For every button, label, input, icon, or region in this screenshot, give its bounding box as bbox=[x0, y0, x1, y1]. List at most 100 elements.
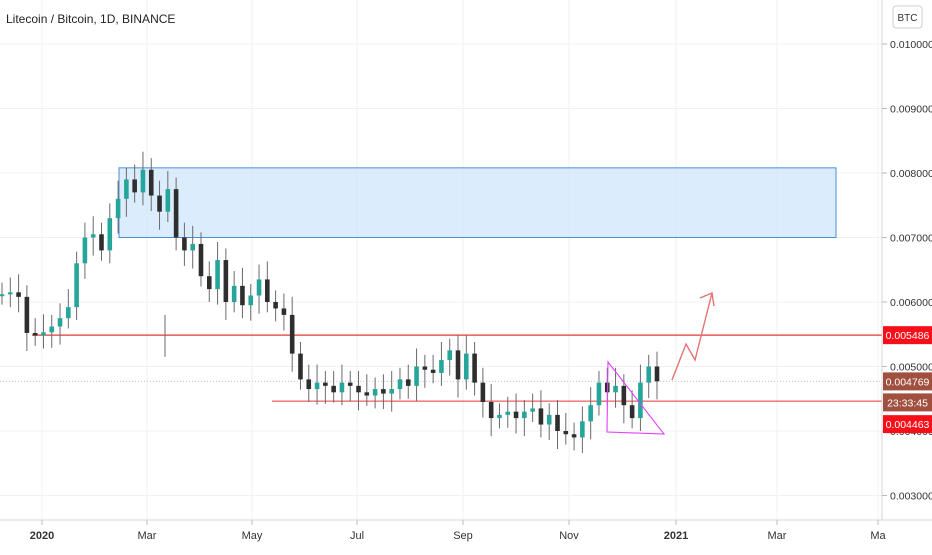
price-tag-last-bg bbox=[883, 372, 932, 391]
candle-body bbox=[265, 279, 270, 302]
candle-body bbox=[240, 285, 245, 306]
y-tick-label: 0.003000 bbox=[890, 491, 932, 503]
candle-body bbox=[182, 237, 187, 251]
time-axis[interactable]: 2020 Mar May Jul Sep Nov 2021 Mar Ma bbox=[30, 520, 887, 542]
candle-body bbox=[107, 218, 113, 251]
candle-body bbox=[32, 332, 38, 336]
price-tag-support: 0.004463 bbox=[886, 419, 930, 431]
candle-body bbox=[339, 382, 345, 393]
candle-body bbox=[57, 318, 63, 327]
candle-body bbox=[190, 243, 195, 251]
candle-body bbox=[198, 243, 204, 277]
candle-body bbox=[7, 292, 13, 295]
drawings-layer bbox=[606, 292, 715, 435]
candle-body bbox=[82, 237, 88, 264]
candle-body bbox=[231, 285, 237, 302]
candle-body bbox=[314, 382, 320, 390]
candle-body bbox=[306, 379, 312, 390]
candle-body bbox=[513, 411, 519, 419]
candle-body bbox=[497, 414, 502, 419]
candle-body bbox=[629, 405, 635, 419]
candle-body bbox=[563, 431, 569, 435]
price-tag-support-bg bbox=[883, 415, 932, 434]
projection-arrow bbox=[671, 292, 713, 381]
candle-body bbox=[356, 385, 361, 393]
candle-body bbox=[0, 294, 5, 297]
x-tick-label: Ma bbox=[870, 530, 886, 542]
candle-body bbox=[546, 414, 552, 425]
x-tick-label: May bbox=[242, 530, 263, 542]
x-tick-label: Mar bbox=[768, 530, 787, 542]
candle-body bbox=[522, 411, 527, 419]
candle-body bbox=[646, 366, 652, 383]
currency-button[interactable]: BTC bbox=[898, 13, 918, 24]
candle-body bbox=[115, 198, 121, 219]
candle-body bbox=[165, 189, 171, 212]
candle-body bbox=[571, 434, 577, 438]
y-tick-label: 0.007000 bbox=[890, 233, 932, 245]
candle-body bbox=[555, 414, 560, 431]
candle-body bbox=[281, 308, 287, 315]
y-tick-label: 0.006000 bbox=[890, 297, 932, 309]
x-tick-label: 2021 bbox=[664, 530, 688, 542]
y-tick-label: 0.009000 bbox=[890, 104, 932, 116]
candle-body bbox=[596, 382, 602, 406]
candle-body bbox=[381, 389, 386, 394]
price-axis[interactable]: 0.010000 0.009000 0.008000 0.007000 0.006000… bbox=[882, 39, 932, 503]
x-tick-label: Nov bbox=[559, 530, 579, 542]
candle-body bbox=[331, 385, 336, 393]
candle-body bbox=[588, 405, 593, 422]
candle-body bbox=[430, 369, 436, 373]
candle-body bbox=[439, 360, 444, 373]
candle-body bbox=[613, 385, 618, 393]
countdown-tag: 23:33:45 bbox=[887, 397, 928, 409]
candle-body bbox=[41, 332, 46, 336]
price-tag-last: 0.004769 bbox=[886, 376, 930, 388]
candle-body bbox=[24, 296, 30, 333]
candle-body bbox=[273, 302, 278, 309]
currency-button-frame[interactable] bbox=[892, 5, 923, 29]
candle-body bbox=[173, 189, 179, 238]
candle-body bbox=[488, 401, 494, 419]
candle-body bbox=[464, 353, 469, 380]
candle-body bbox=[74, 263, 79, 308]
x-tick-label: Jul bbox=[350, 530, 364, 542]
candle-body bbox=[414, 366, 419, 386]
y-tick-label: 0.010000 bbox=[890, 39, 932, 51]
candle-body bbox=[206, 276, 212, 290]
x-tick-label: Sep bbox=[453, 530, 473, 542]
price-tags: 0.005486 0.004769 23:33:45 0.004463 bbox=[883, 326, 932, 434]
candle-body bbox=[530, 408, 535, 412]
candle-body bbox=[389, 389, 394, 394]
price-tag-resistance: 0.005486 bbox=[886, 330, 930, 342]
candle-body bbox=[422, 366, 428, 370]
candle-body bbox=[215, 260, 220, 290]
candle-body bbox=[124, 179, 129, 199]
supply-zone-rect bbox=[118, 167, 837, 238]
candle-body bbox=[405, 379, 411, 386]
candle-body bbox=[289, 314, 295, 354]
candle-body bbox=[16, 292, 21, 297]
candle-body bbox=[66, 307, 71, 319]
candle-body bbox=[364, 392, 370, 396]
y-tick-label: 0.008000 bbox=[890, 168, 932, 180]
y-tick-label: 0.005000 bbox=[890, 362, 932, 374]
candle-body bbox=[472, 353, 477, 383]
candle-body bbox=[347, 382, 353, 386]
candle-body bbox=[140, 169, 146, 193]
candles-layer bbox=[0, 151, 660, 453]
candle-body bbox=[538, 408, 544, 425]
pennant-triangle bbox=[606, 360, 666, 435]
x-tick-label: 2020 bbox=[30, 530, 54, 542]
candle-body bbox=[132, 179, 137, 193]
x-tick-label: Mar bbox=[138, 530, 157, 542]
candle-body bbox=[505, 411, 511, 415]
candle-body bbox=[447, 350, 453, 361]
candle-body bbox=[372, 389, 378, 396]
candle-body bbox=[248, 295, 254, 306]
countdown-tag-bg bbox=[883, 393, 932, 412]
candle-body bbox=[256, 279, 262, 296]
